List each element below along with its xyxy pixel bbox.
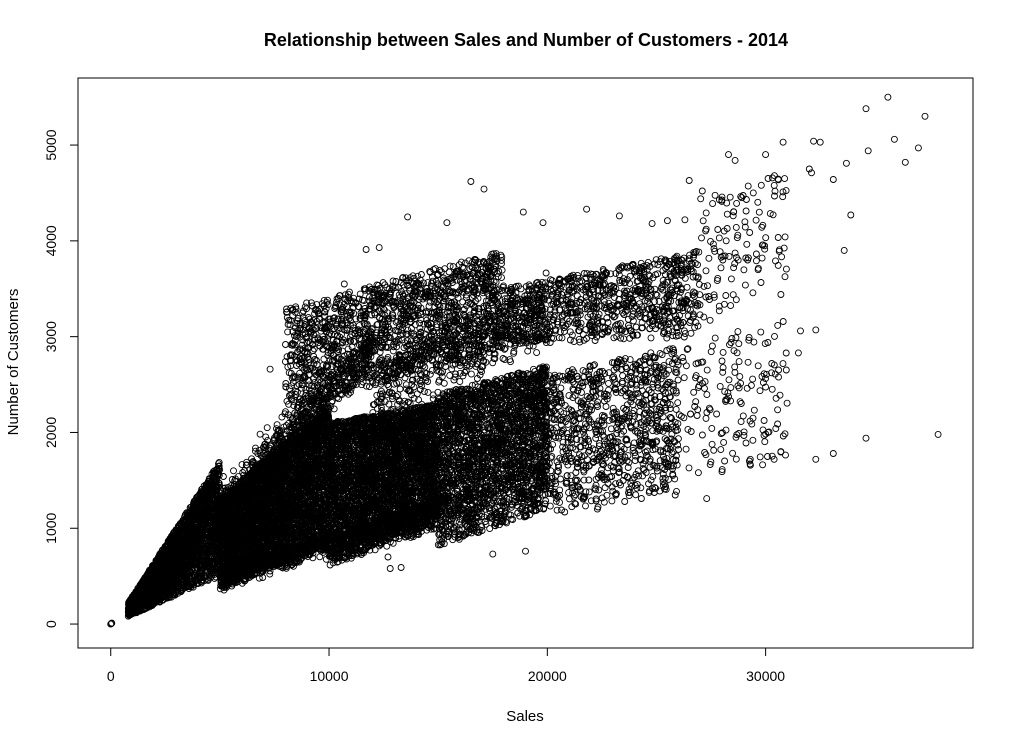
chart-title: Relationship between Sales and Number of… — [263, 30, 789, 50]
data-point — [215, 462, 222, 470]
points-layer — [107, 93, 942, 628]
data-point — [196, 565, 204, 573]
data-point — [215, 458, 223, 466]
